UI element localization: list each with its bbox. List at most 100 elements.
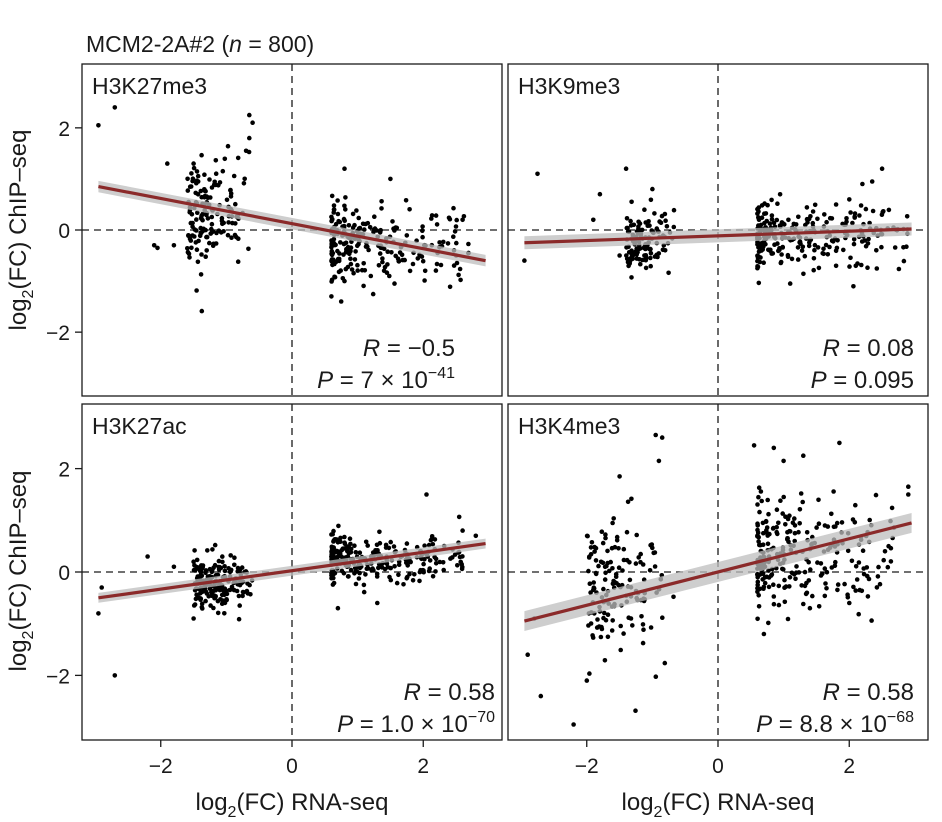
data-point <box>356 215 362 221</box>
data-point <box>379 206 384 211</box>
data-point <box>355 262 360 268</box>
data-point <box>348 261 354 267</box>
data-point <box>538 693 544 699</box>
panel-h3k27me3: H3K27me3 R = −0.5 P = 7 × 10−41 −2 0 2 <box>46 63 503 397</box>
data-point <box>195 259 201 265</box>
data-point <box>633 561 639 566</box>
data-point <box>860 548 866 553</box>
data-point <box>602 577 608 582</box>
data-point <box>786 217 791 223</box>
regression-line <box>98 185 486 263</box>
data-point <box>335 198 340 203</box>
data-point <box>452 552 458 557</box>
data-point <box>785 616 791 622</box>
data-point <box>783 522 788 527</box>
data-point <box>200 606 205 611</box>
data-point <box>374 571 380 577</box>
data-point <box>618 623 623 629</box>
data-point <box>812 202 818 208</box>
data-point <box>368 273 374 279</box>
data-point <box>823 242 829 248</box>
data-point <box>371 229 376 235</box>
data-point <box>812 247 817 253</box>
data-point <box>332 274 338 280</box>
data-point <box>377 540 383 546</box>
data-point <box>869 618 874 623</box>
data-point <box>433 213 439 218</box>
data-point <box>831 489 836 494</box>
data-point <box>600 540 606 546</box>
data-point <box>361 582 367 588</box>
data-point <box>636 224 641 229</box>
data-point <box>433 569 438 574</box>
data-point <box>226 220 231 225</box>
data-point <box>757 259 763 265</box>
data-point <box>866 576 872 582</box>
x-tick-label: 2 <box>417 755 429 778</box>
data-point <box>222 564 227 569</box>
data-point <box>199 589 205 595</box>
stat-p: P = 7 × 10−41 <box>317 365 455 394</box>
data-point <box>859 262 864 268</box>
data-point <box>210 229 216 234</box>
data-point <box>342 166 347 171</box>
data-point <box>837 440 842 446</box>
data-point <box>447 216 453 222</box>
data-point <box>352 571 357 576</box>
data-point <box>207 177 212 182</box>
data-point <box>778 498 783 504</box>
stat-r-value: = −0.5 <box>380 335 455 362</box>
data-point <box>420 258 426 264</box>
data-point <box>361 589 367 595</box>
data-point <box>867 517 872 523</box>
data-point <box>337 251 342 256</box>
data-point <box>816 521 822 526</box>
data-point <box>597 191 603 197</box>
data-point <box>380 259 385 265</box>
data-point <box>194 288 199 293</box>
data-point <box>335 605 341 611</box>
data-point <box>798 491 804 496</box>
data-point <box>359 267 365 273</box>
data-point <box>854 577 860 582</box>
data-point <box>585 533 590 539</box>
data-point <box>765 497 770 503</box>
data-point <box>634 246 639 251</box>
data-point <box>792 538 797 544</box>
data-point <box>335 256 341 262</box>
data-point <box>386 545 392 551</box>
data-point <box>203 598 208 604</box>
data-point <box>628 218 633 224</box>
data-point <box>338 299 344 304</box>
data-point <box>792 530 798 536</box>
data-point <box>650 186 655 192</box>
data-point <box>823 581 828 586</box>
data-point <box>417 578 422 584</box>
data-point <box>758 489 764 494</box>
data-point <box>660 615 665 620</box>
data-point <box>612 544 618 550</box>
data-point <box>794 564 799 569</box>
panel-frame <box>507 63 929 397</box>
data-point <box>624 245 629 250</box>
data-point <box>769 213 775 218</box>
data-point <box>783 584 789 589</box>
data-point <box>407 268 413 274</box>
data-point <box>202 188 208 193</box>
data-point <box>393 253 399 259</box>
data-point <box>906 484 911 490</box>
data-point <box>209 567 215 573</box>
data-point <box>331 528 336 534</box>
data-point <box>851 584 856 590</box>
stat-p-label: P <box>317 367 333 394</box>
data-point <box>603 532 608 537</box>
data-point <box>756 241 761 247</box>
data-point <box>331 210 337 215</box>
data-point <box>351 270 356 276</box>
data-point <box>761 530 766 536</box>
data-point <box>593 570 599 576</box>
data-point <box>662 248 668 253</box>
panel-title: H3K27ac <box>92 413 187 439</box>
data-point <box>366 566 371 571</box>
data-point <box>437 240 442 245</box>
